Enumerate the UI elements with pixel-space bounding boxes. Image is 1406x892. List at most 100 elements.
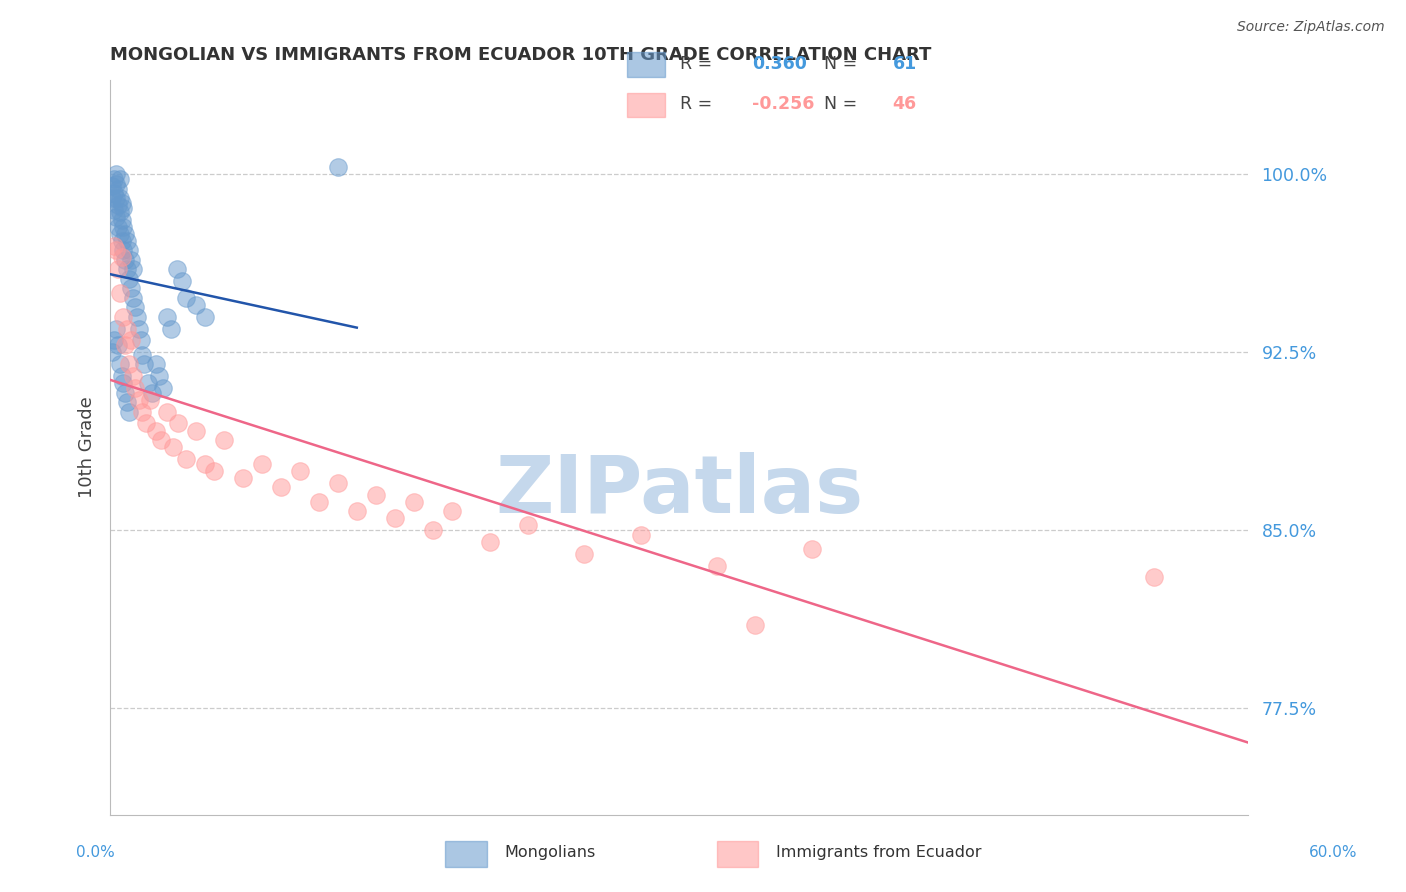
Point — [103, 238, 125, 252]
Point — [167, 417, 190, 431]
Point — [135, 417, 157, 431]
Point — [115, 262, 138, 277]
Point — [148, 369, 170, 384]
Point — [1142, 570, 1164, 584]
Point — [103, 202, 125, 217]
Point — [110, 212, 132, 227]
Point — [108, 357, 131, 371]
Point — [108, 191, 131, 205]
Point — [110, 196, 132, 211]
Text: 46: 46 — [893, 95, 917, 113]
FancyBboxPatch shape — [446, 841, 486, 867]
Point — [141, 385, 163, 400]
Point — [101, 345, 124, 359]
Point — [112, 310, 135, 324]
Point — [184, 298, 207, 312]
Point — [184, 424, 207, 438]
Point — [478, 535, 501, 549]
Point — [124, 381, 146, 395]
Point — [204, 464, 226, 478]
Point — [128, 321, 150, 335]
Point — [250, 457, 273, 471]
Point — [288, 464, 311, 478]
FancyBboxPatch shape — [627, 93, 665, 117]
Point — [174, 452, 197, 467]
Point — [112, 219, 135, 234]
Point — [326, 475, 349, 490]
Point — [107, 262, 129, 277]
Point — [120, 252, 142, 267]
Point — [172, 274, 194, 288]
Point — [574, 547, 596, 561]
Text: Source: ZipAtlas.com: Source: ZipAtlas.com — [1237, 20, 1385, 34]
Point — [136, 376, 159, 390]
Point — [110, 251, 132, 265]
Point — [115, 395, 138, 409]
Point — [131, 404, 153, 418]
Point — [156, 310, 179, 324]
Text: MONGOLIAN VS IMMIGRANTS FROM ECUADOR 10TH GRADE CORRELATION CHART: MONGOLIAN VS IMMIGRANTS FROM ECUADOR 10T… — [110, 46, 932, 64]
Point — [107, 182, 129, 196]
Point — [232, 471, 254, 485]
Point — [346, 504, 368, 518]
Point — [139, 392, 162, 407]
Point — [107, 198, 129, 212]
Point — [134, 357, 156, 371]
Point — [166, 262, 188, 277]
Point — [308, 494, 330, 508]
Point — [152, 381, 174, 395]
Y-axis label: 10th Grade: 10th Grade — [79, 396, 96, 498]
Text: R =: R = — [681, 55, 717, 73]
Point — [112, 201, 135, 215]
Point — [107, 338, 129, 352]
Point — [174, 291, 197, 305]
Point — [115, 321, 138, 335]
Point — [108, 172, 131, 186]
Point — [118, 272, 141, 286]
Point — [160, 321, 183, 335]
Point — [162, 440, 184, 454]
Point — [104, 168, 127, 182]
Point — [108, 205, 131, 219]
Point — [150, 433, 173, 447]
Point — [422, 523, 444, 537]
Text: Immigrants from Ecuador: Immigrants from Ecuador — [776, 846, 981, 860]
Point — [402, 494, 425, 508]
Point — [104, 244, 127, 258]
Point — [110, 234, 132, 248]
Point — [112, 376, 135, 390]
Point — [104, 321, 127, 335]
Text: N =: N = — [824, 55, 863, 73]
Text: 60.0%: 60.0% — [1309, 845, 1357, 860]
Point — [516, 518, 538, 533]
Text: -0.256: -0.256 — [752, 95, 814, 113]
Point — [101, 191, 124, 205]
Point — [108, 227, 131, 241]
Point — [384, 511, 406, 525]
Point — [706, 558, 728, 573]
Point — [103, 334, 125, 348]
Point — [129, 334, 152, 348]
Text: R =: R = — [681, 95, 717, 113]
Point — [326, 161, 349, 175]
Point — [118, 357, 141, 371]
Text: 0.360: 0.360 — [752, 55, 807, 73]
Point — [270, 480, 292, 494]
Text: N =: N = — [824, 95, 863, 113]
Point — [131, 348, 153, 362]
Point — [145, 357, 167, 371]
Point — [212, 433, 235, 447]
Point — [122, 291, 145, 305]
Point — [114, 227, 136, 241]
Text: Mongolians: Mongolians — [505, 846, 596, 860]
Point — [104, 210, 127, 224]
Point — [114, 252, 136, 267]
Point — [104, 177, 127, 191]
Point — [194, 310, 217, 324]
Point — [364, 487, 387, 501]
Point — [104, 191, 127, 205]
Point — [630, 528, 652, 542]
Point — [114, 338, 136, 352]
Point — [194, 457, 217, 471]
Text: 0.0%: 0.0% — [76, 845, 115, 860]
